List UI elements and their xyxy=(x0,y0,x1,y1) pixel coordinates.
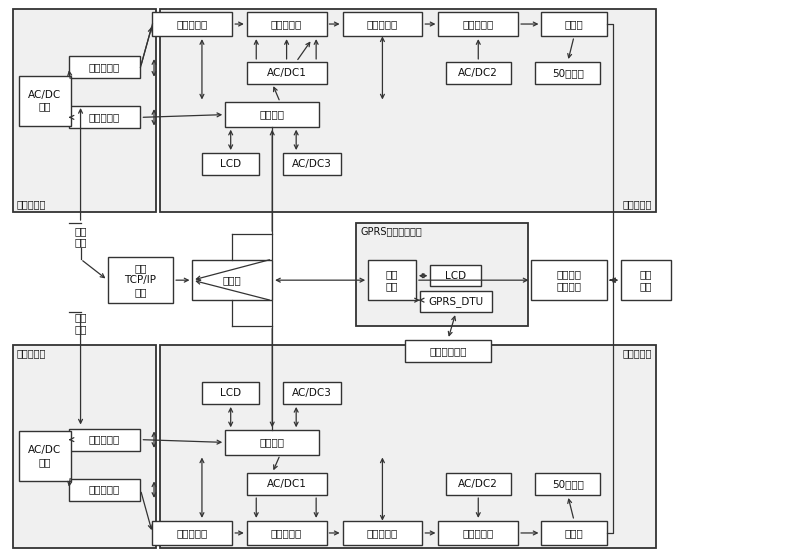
Bar xyxy=(202,382,259,404)
Text: 射频适配器: 射频适配器 xyxy=(17,199,46,209)
Bar xyxy=(69,478,141,501)
Bar xyxy=(342,521,422,545)
Bar xyxy=(153,521,232,545)
Bar xyxy=(225,102,319,127)
Text: 电平控制器: 电平控制器 xyxy=(271,528,302,538)
Text: GPRS无线监控单元: GPRS无线监控单元 xyxy=(360,226,422,236)
Text: 前置放大器: 前置放大器 xyxy=(367,19,398,29)
Text: 监控主板: 监控主板 xyxy=(260,110,285,120)
Text: 末级放大器: 末级放大器 xyxy=(462,528,494,538)
Text: 远程监控中心: 远程监控中心 xyxy=(429,346,466,356)
Text: 前置放大器: 前置放大器 xyxy=(367,528,398,538)
Bar xyxy=(108,257,173,303)
Bar xyxy=(438,12,518,36)
Text: 射频延时器: 射频延时器 xyxy=(177,528,208,538)
Bar xyxy=(368,260,416,300)
Text: 光接收模块: 光接收模块 xyxy=(89,113,120,123)
Bar xyxy=(18,76,70,126)
Text: GPRS_DTU: GPRS_DTU xyxy=(428,296,483,307)
Bar xyxy=(153,12,232,36)
Bar xyxy=(161,345,655,548)
Bar xyxy=(202,153,259,175)
Text: 切换
主板: 切换 主板 xyxy=(386,270,398,291)
Bar xyxy=(69,106,141,129)
Bar xyxy=(535,62,601,84)
Bar xyxy=(356,223,528,326)
Text: 光纤
信号: 光纤 信号 xyxy=(74,312,87,334)
Text: 可调衰减器: 可调衰减器 xyxy=(89,485,120,495)
Bar xyxy=(446,62,511,84)
Bar xyxy=(246,12,326,36)
Text: 本地
TCP/IP
网管: 本地 TCP/IP 网管 xyxy=(125,263,157,297)
Bar xyxy=(542,12,607,36)
Bar xyxy=(342,12,422,36)
Text: 无线发射机: 无线发射机 xyxy=(622,348,651,358)
Text: 电平控制器: 电平控制器 xyxy=(271,19,302,29)
Text: 无线发射机: 无线发射机 xyxy=(622,199,651,209)
Text: 射频延时器: 射频延时器 xyxy=(177,19,208,29)
Bar xyxy=(18,431,70,481)
Bar xyxy=(430,265,482,286)
Text: AC/DC1: AC/DC1 xyxy=(266,68,306,78)
Text: 监控主板: 监控主板 xyxy=(260,437,285,447)
Bar xyxy=(542,521,607,545)
Bar xyxy=(438,521,518,545)
Bar xyxy=(446,473,511,495)
Text: AC/DC3: AC/DC3 xyxy=(292,388,332,398)
Bar xyxy=(283,153,341,175)
Text: 射频同轴
切换开关: 射频同轴 切换开关 xyxy=(557,270,582,291)
Text: 光纤
信号: 光纤 信号 xyxy=(74,226,87,248)
Text: LCD: LCD xyxy=(220,388,242,398)
Bar xyxy=(192,260,272,300)
Bar xyxy=(246,62,326,84)
Text: 末级放大器: 末级放大器 xyxy=(462,19,494,29)
Text: 50欧负载: 50欧负载 xyxy=(552,479,584,489)
Bar xyxy=(13,9,157,212)
Text: AC/DC3: AC/DC3 xyxy=(292,159,332,169)
Text: 可调衰减器: 可调衰减器 xyxy=(89,62,120,72)
Bar xyxy=(69,56,141,79)
Text: 交换机: 交换机 xyxy=(223,275,242,285)
Text: 发射
天线: 发射 天线 xyxy=(640,270,652,291)
Text: LCD: LCD xyxy=(446,271,466,281)
Text: 环形器: 环形器 xyxy=(565,19,583,29)
Bar xyxy=(13,345,157,548)
Text: AC/DC
电源: AC/DC 电源 xyxy=(28,446,62,467)
Text: 50欧负载: 50欧负载 xyxy=(552,68,584,78)
Text: LCD: LCD xyxy=(220,159,242,169)
Text: 环形器: 环形器 xyxy=(565,528,583,538)
Bar xyxy=(246,521,326,545)
Text: AC/DC1: AC/DC1 xyxy=(266,479,306,489)
Text: 光接收模块: 光接收模块 xyxy=(89,434,120,444)
Bar xyxy=(622,260,670,300)
Text: 射频适配器: 射频适配器 xyxy=(17,348,46,358)
Text: AC/DC2: AC/DC2 xyxy=(458,479,498,489)
Bar xyxy=(405,340,491,362)
Bar xyxy=(531,260,607,300)
Bar xyxy=(420,291,492,312)
Bar xyxy=(161,9,655,212)
Bar xyxy=(225,430,319,455)
Text: AC/DC
电源: AC/DC 电源 xyxy=(28,90,62,111)
Bar xyxy=(246,473,326,495)
Bar xyxy=(69,428,141,451)
Bar xyxy=(535,473,601,495)
Bar xyxy=(283,382,341,404)
Text: AC/DC2: AC/DC2 xyxy=(458,68,498,78)
